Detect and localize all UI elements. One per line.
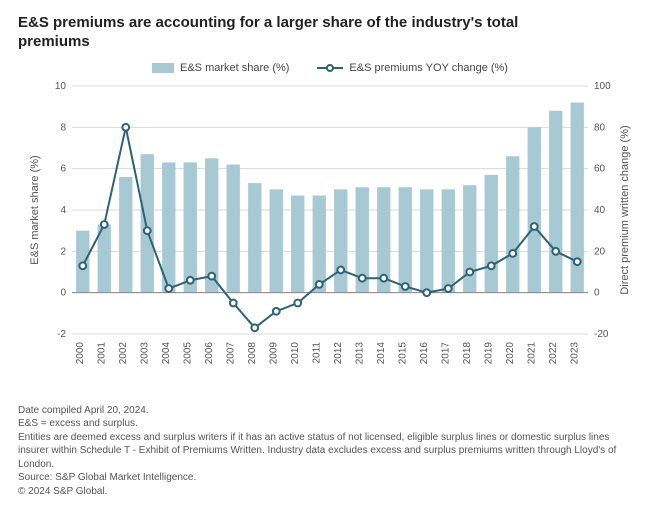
svg-text:2005: 2005 bbox=[182, 341, 193, 364]
footer-line: Entities are deemed excess and surplus w… bbox=[18, 431, 638, 472]
legend-item-line: E&S premiums YOY change (%) bbox=[317, 62, 508, 74]
bar-swatch-icon bbox=[152, 63, 174, 73]
svg-text:E&S market share (%): E&S market share (%) bbox=[29, 155, 41, 264]
svg-text:-2: -2 bbox=[57, 329, 66, 340]
footer-notes: Date compiled April 20, 2024. E&S = exce… bbox=[18, 404, 638, 499]
footer-line: Date compiled April 20, 2024. bbox=[18, 404, 638, 418]
svg-text:60: 60 bbox=[594, 163, 606, 174]
svg-text:2018: 2018 bbox=[462, 341, 473, 364]
svg-text:2012: 2012 bbox=[333, 341, 344, 364]
svg-text:2023: 2023 bbox=[569, 341, 580, 364]
svg-text:0: 0 bbox=[594, 287, 600, 298]
chart: -20246810-200204060801002000200120022003… bbox=[18, 78, 642, 398]
svg-text:8: 8 bbox=[60, 122, 66, 133]
chart-svg: -20246810-200204060801002000200120022003… bbox=[18, 78, 642, 398]
footer-line: © 2024 S&P Global. bbox=[18, 485, 638, 499]
svg-text:80: 80 bbox=[594, 122, 606, 133]
svg-text:2001: 2001 bbox=[96, 341, 107, 364]
svg-text:4: 4 bbox=[60, 205, 66, 216]
line-swatch-icon bbox=[317, 62, 343, 74]
svg-text:2013: 2013 bbox=[354, 341, 365, 364]
svg-text:2019: 2019 bbox=[483, 341, 494, 364]
svg-text:2: 2 bbox=[60, 246, 66, 257]
svg-text:2004: 2004 bbox=[161, 341, 172, 364]
svg-text:10: 10 bbox=[55, 81, 67, 92]
legend-item-bar: E&S market share (%) bbox=[152, 62, 289, 74]
svg-text:2014: 2014 bbox=[376, 341, 387, 364]
svg-text:2000: 2000 bbox=[75, 341, 86, 364]
svg-text:100: 100 bbox=[594, 81, 611, 92]
svg-text:2022: 2022 bbox=[548, 341, 559, 364]
svg-text:2009: 2009 bbox=[268, 341, 279, 364]
svg-text:Direct premium written change: Direct premium written change (%) bbox=[619, 125, 631, 294]
svg-text:2003: 2003 bbox=[139, 341, 150, 364]
svg-text:2016: 2016 bbox=[419, 341, 430, 364]
svg-text:2010: 2010 bbox=[290, 341, 301, 364]
svg-text:-20: -20 bbox=[594, 329, 609, 340]
svg-text:2011: 2011 bbox=[311, 341, 322, 363]
svg-text:2020: 2020 bbox=[505, 341, 516, 364]
svg-text:2002: 2002 bbox=[118, 341, 129, 364]
svg-text:40: 40 bbox=[594, 205, 606, 216]
svg-text:2006: 2006 bbox=[204, 341, 215, 364]
svg-text:20: 20 bbox=[594, 246, 606, 257]
svg-text:2008: 2008 bbox=[247, 341, 258, 364]
footer-line: Source: S&P Global Market Intelligence. bbox=[18, 471, 638, 485]
legend: E&S market share (%) E&S premiums YOY ch… bbox=[18, 62, 642, 74]
legend-bar-label: E&S market share (%) bbox=[180, 62, 289, 74]
svg-text:0: 0 bbox=[60, 287, 66, 298]
page-title: E&S premiums are accounting for a larger… bbox=[18, 14, 558, 52]
svg-text:2017: 2017 bbox=[440, 341, 451, 364]
svg-text:2015: 2015 bbox=[397, 341, 408, 364]
legend-line-label: E&S premiums YOY change (%) bbox=[349, 62, 508, 74]
svg-text:2021: 2021 bbox=[526, 341, 537, 364]
svg-text:6: 6 bbox=[60, 163, 66, 174]
svg-text:2007: 2007 bbox=[225, 341, 236, 364]
footer-line: E&S = excess and surplus. bbox=[18, 417, 638, 431]
